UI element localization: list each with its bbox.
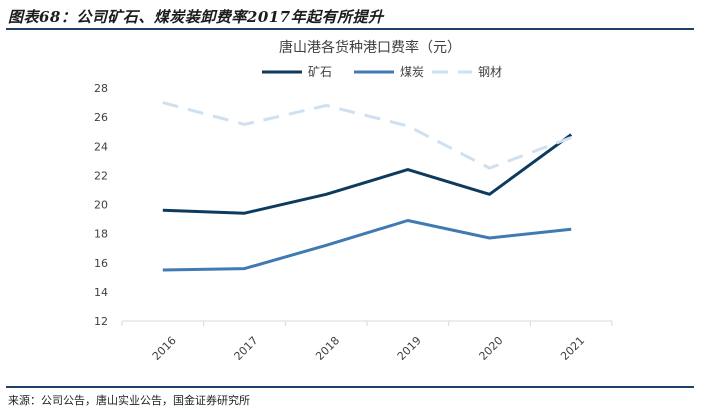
y-tick-label: 12 (94, 315, 108, 328)
y-tick-label: 14 (94, 286, 108, 299)
series-line-钢材 (162, 101, 572, 170)
y-tick-label: 24 (94, 140, 108, 153)
legend-label-钢材: 钢材 (478, 65, 502, 79)
x-tick-label: 2017 (232, 334, 261, 363)
legend-label-煤炭: 煤炭 (400, 65, 424, 79)
legend-label-矿石: 矿石 (308, 65, 332, 79)
x-tick-label: 2019 (395, 334, 424, 363)
series-line-矿石 (162, 133, 573, 215)
x-tick-label: 2016 (150, 334, 179, 363)
x-tick-label: 2020 (477, 334, 506, 363)
y-tick-label: 20 (94, 199, 108, 212)
y-axis: 12 14 16 18 20 22 24 26 28 (94, 82, 108, 328)
y-tick-label: 18 (94, 228, 108, 241)
x-tick-label: 2021 (558, 334, 587, 363)
x-axis: 2016 2017 2018 2019 2020 2021 (121, 320, 613, 363)
legend: 矿石 煤炭 钢材 (262, 65, 502, 79)
y-tick-label: 28 (94, 82, 108, 95)
y-tick-label: 16 (94, 257, 108, 270)
top-rule (6, 28, 694, 30)
y-tick-label: 26 (94, 111, 108, 124)
y-tick-label: 22 (94, 169, 108, 182)
chart-title: 唐山港各货种港口费率（元） (279, 39, 461, 56)
source-note: 来源：公司公告，唐山实业公告，国金证券研究所 (8, 394, 250, 407)
series-line-煤炭 (162, 219, 572, 272)
series-group (162, 101, 573, 272)
figure-title: 图表68：公司矿石、煤炭装卸费率2017年起有所提升 (8, 8, 384, 26)
bottom-rule (6, 386, 694, 388)
x-tick-label: 2018 (313, 334, 342, 363)
